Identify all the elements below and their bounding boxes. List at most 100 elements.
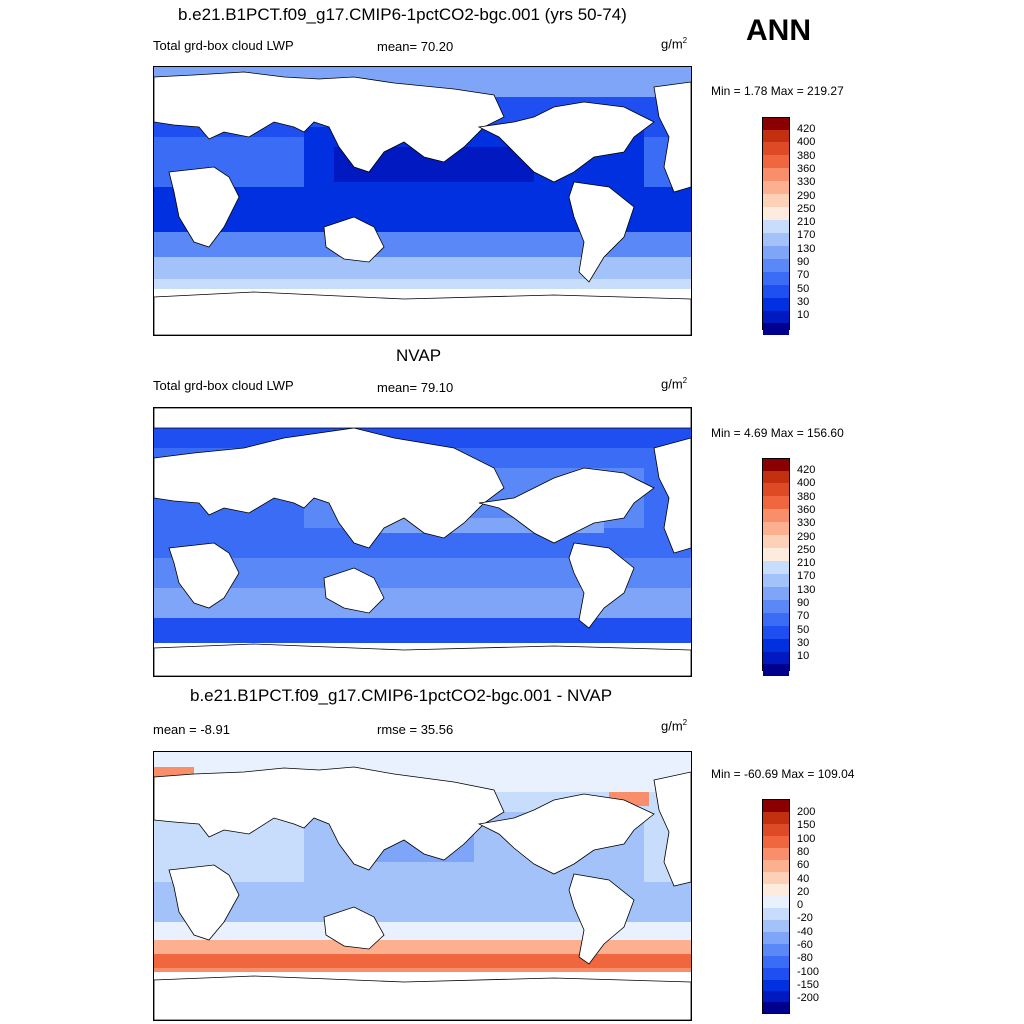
colorbar-tick-label: -150 [797,978,820,991]
colorbar-swatch [763,233,789,246]
colorbar-swatch [763,459,789,471]
panel3-units-label: g/m2 [661,718,688,734]
colorbar-swatch [763,561,789,574]
colorbar-swatch [763,522,789,535]
panel2-variable-label: Total grd-box cloud LWP [153,378,294,393]
colorbar-swatch [763,896,789,908]
panel2-colorbar [762,458,790,676]
colorbar-swatch [763,535,789,548]
colorbar-swatch [763,298,789,311]
colorbar-tick-label: 10 [797,650,810,663]
colorbar-swatch [763,968,789,980]
colorbar-tick-label: 30 [797,295,810,308]
colorbar-tick-label: 50 [797,623,810,636]
panel1-map [153,66,692,336]
colorbar-swatch [763,812,789,824]
panel3-minmax-label: Min = -60.69 Max = 109.04 [711,767,855,781]
colorbar-swatch [763,848,789,860]
colorbar-tick-label: -20 [797,912,813,925]
colorbar-swatch [763,872,789,884]
colorbar-swatch [763,181,789,194]
colorbar-tick-label: 0 [797,899,804,912]
colorbar-swatch [763,932,789,944]
colorbar-tick-label: 420 [797,464,816,476]
colorbar-tick-label: 290 [797,530,816,543]
colorbar-tick-label: 100 [797,832,816,845]
colorbar-tick-label: 360 [797,503,816,516]
colorbar-tick-label: 210 [797,557,816,570]
colorbar-swatch [763,1002,789,1013]
colorbar-swatch [763,587,789,600]
colorbar-swatch [763,800,789,812]
panel1-mean-label: mean= 70.20 [377,39,454,54]
colorbar-swatch [763,483,789,496]
colorbar-swatch [763,130,789,142]
colorbar-swatch [763,548,789,561]
colorbar-tick-label: 80 [797,845,810,858]
panel3-continents [154,766,691,1020]
colorbar-tick-label: 250 [797,202,816,215]
panel1-units-label: g/m2 [661,36,688,52]
panel1-colorbar [762,117,790,335]
colorbar-tick-label: 10 [797,309,810,322]
colorbar-swatch [763,991,789,1002]
panel1-variable-label: Total grd-box cloud LWP [153,38,294,53]
colorbar-swatch [763,626,789,639]
colorbar-swatch [763,944,789,956]
colorbar-swatch [763,956,789,968]
panel3-colorbar [762,799,790,1014]
colorbar-tick-label: 360 [797,162,816,175]
panel2-continents [154,408,691,676]
colorbar-tick-label: 20 [797,885,810,898]
colorbar-swatch [763,471,789,483]
colorbar-swatch [763,613,789,626]
colorbar-swatch [763,246,789,259]
colorbar-swatch [763,220,789,233]
colorbar-swatch [763,311,789,323]
panel3-rmse-label: rmse = 35.56 [377,722,454,737]
colorbar-swatch [763,168,789,181]
colorbar-tick-label: 40 [797,872,810,885]
colorbar-swatch [763,142,789,155]
colorbar-tick-label: 400 [797,477,816,490]
colorbar-swatch [763,664,789,676]
panel1-continents [154,71,691,335]
colorbar-tick-label: 330 [797,176,816,189]
colorbar-tick-label: 60 [797,859,810,872]
colorbar-tick-label: 150 [797,819,816,832]
panel1-title: b.e21.B1PCT.f09_g17.CMIP6-1pctCO2-bgc.00… [178,5,627,24]
colorbar-tick-label: 380 [797,149,816,162]
colorbar-swatch [763,980,789,991]
colorbar-tick-label: 290 [797,189,816,202]
colorbar-swatch [763,836,789,848]
colorbar-swatch [763,908,789,920]
panel1-minmax-label: Min = 1.78 Max = 219.27 [711,84,844,98]
panel2-units-label: g/m2 [661,376,688,392]
colorbar-swatch [763,600,789,613]
colorbar-swatch [763,496,789,509]
colorbar-swatch [763,118,789,130]
colorbar-tick-label: 90 [797,597,810,609]
colorbar-swatch [763,155,789,168]
colorbar-tick-label: -80 [797,952,813,965]
colorbar-swatch [763,194,789,207]
colorbar-tick-label: 90 [797,256,810,268]
colorbar-swatch [763,509,789,522]
colorbar-tick-label: 210 [797,216,816,229]
colorbar-tick-label: 70 [797,269,810,282]
panel3-map [153,751,692,1021]
colorbar-swatch [763,272,789,285]
colorbar-swatch [763,259,789,272]
colorbar-tick-label: 330 [797,517,816,530]
colorbar-tick-label: -100 [797,965,820,978]
colorbar-tick-label: -40 [797,925,813,938]
colorbar-tick-label: 70 [797,610,810,623]
colorbar-swatch [763,639,789,652]
season-label: ANN [746,14,811,47]
colorbar-swatch [763,884,789,896]
colorbar-tick-label: 50 [797,282,810,295]
colorbar-tick-label: -60 [797,939,813,951]
colorbar-tick-label: 380 [797,490,816,503]
colorbar-swatch [763,207,789,220]
colorbar-swatch [763,824,789,836]
